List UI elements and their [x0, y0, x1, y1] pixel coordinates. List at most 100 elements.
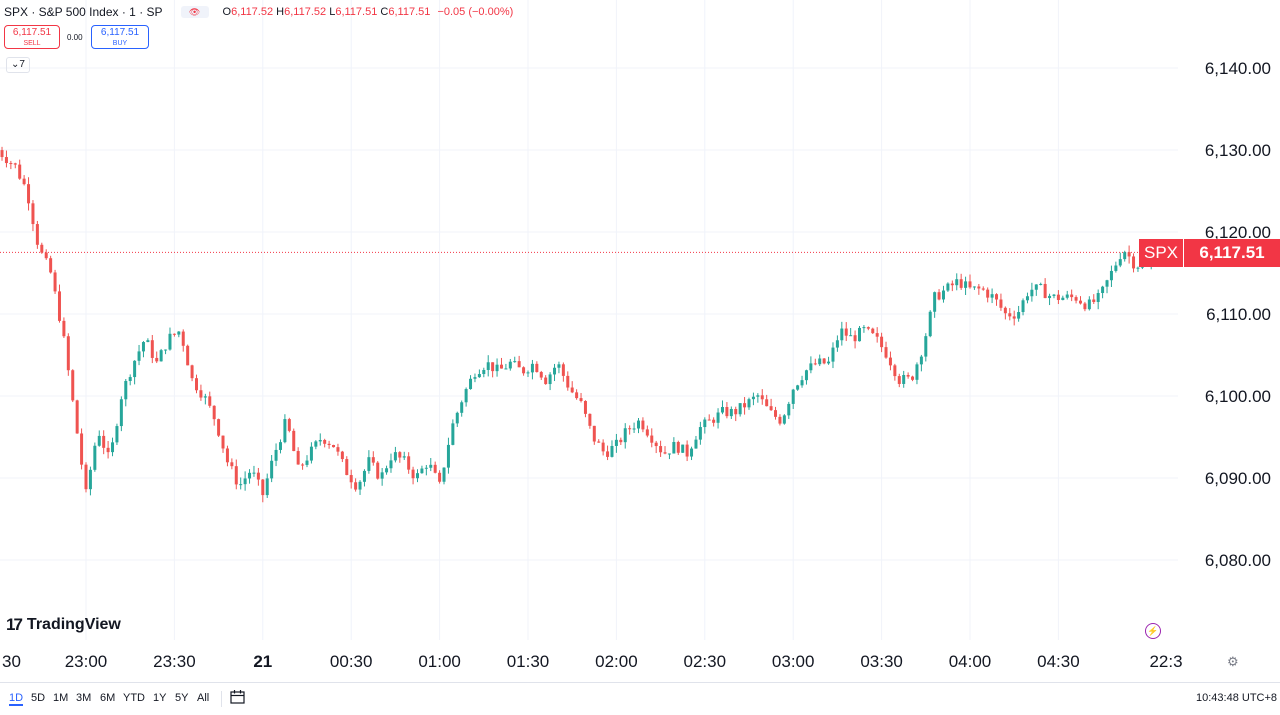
- gear-icon[interactable]: ⚙: [1227, 654, 1239, 669]
- range-all[interactable]: All: [197, 692, 210, 704]
- candlestick-chart[interactable]: 6,080.00 6,090.00 6,100.00 6,110.00 6,120.00…: [0, 0, 1280, 682]
- range-5y[interactable]: 5Y: [175, 692, 189, 704]
- candle-body: [694, 439, 698, 449]
- candle-body: [309, 446, 313, 461]
- candle-body: [482, 369, 486, 375]
- candle-body: [1074, 297, 1078, 301]
- candle-body: [296, 451, 300, 465]
- candle-body: [522, 367, 526, 374]
- candle-body: [858, 327, 861, 342]
- range-ytd[interactable]: YTD: [123, 692, 145, 704]
- candle-body: [1065, 294, 1069, 298]
- candle-body: [124, 380, 128, 400]
- candle-body: [681, 444, 685, 453]
- candle-body: [530, 363, 534, 373]
- tradingview-logo[interactable]: 17 TradingView: [6, 615, 121, 635]
- lightning-icon[interactable]: ⚡: [1145, 623, 1161, 639]
- candle-body: [18, 164, 22, 179]
- price-tag-value: 6,117.51: [1184, 239, 1280, 267]
- x-tick-label: 23:30: [153, 652, 196, 671]
- bottom-toolbar: 1D 5D 1M 3M 6M YTD 1Y 5Y All 10:43:48 UT…: [0, 682, 1280, 715]
- range-1y[interactable]: 1Y: [153, 692, 167, 704]
- candle-body: [760, 395, 764, 400]
- candle-body: [946, 283, 950, 291]
- candle-body: [133, 360, 137, 378]
- candle-body: [911, 376, 915, 380]
- candle-body: [389, 460, 393, 469]
- candle-body: [747, 399, 751, 408]
- ohlc-values: O6,117.52 H6,117.52 L6,117.51 C6,117.51 …: [222, 6, 514, 18]
- open-value: 6,117.52: [231, 6, 274, 18]
- sell-price: 6,117.51: [12, 27, 52, 38]
- candle-body: [632, 428, 636, 430]
- candle-body: [495, 364, 499, 372]
- candle-body: [1061, 297, 1065, 301]
- candle-body: [349, 475, 353, 483]
- sell-button[interactable]: 6,117.51 SELL: [4, 25, 60, 49]
- range-3m[interactable]: 3M: [76, 692, 92, 704]
- range-6m[interactable]: 6M: [100, 692, 116, 704]
- candle-body: [915, 364, 919, 380]
- x-tick-label: 04:30: [1037, 652, 1080, 671]
- close-value: 6,117.51: [388, 6, 431, 18]
- candle-body: [80, 433, 84, 465]
- indicators-count: 7: [19, 59, 25, 70]
- candle-body: [323, 440, 327, 444]
- candle-body: [751, 396, 755, 400]
- indicators-toggle[interactable]: ⌄7: [6, 57, 30, 73]
- candle-body: [729, 408, 733, 417]
- candle-body: [57, 291, 61, 321]
- candle-body: [1079, 300, 1082, 304]
- candle-body: [460, 402, 464, 413]
- candle-body: [672, 441, 676, 454]
- candle-body: [212, 405, 216, 420]
- buy-button[interactable]: 6,117.51 BUY: [91, 25, 149, 49]
- candle-body: [164, 349, 168, 351]
- x-tick-label: 01:00: [418, 652, 461, 671]
- chart-legend: SPX · S&P 500 Index · 1 · SP 👁 O6,117.52…: [4, 4, 513, 20]
- candle-body: [141, 342, 145, 352]
- range-5d[interactable]: 5D: [31, 692, 46, 704]
- candle-body: [654, 442, 658, 447]
- candle-body: [274, 449, 278, 461]
- candle-body: [508, 361, 512, 369]
- range-1m[interactable]: 1M: [53, 692, 69, 704]
- candle-body: [791, 389, 795, 404]
- range-1d[interactable]: 1D: [9, 692, 24, 706]
- candle-body: [880, 336, 884, 348]
- calendar-icon[interactable]: [230, 690, 245, 704]
- candle-body: [539, 372, 543, 378]
- x-tick-label: 23:00: [65, 652, 108, 671]
- candle-body: [871, 328, 875, 334]
- candle-body: [292, 430, 296, 452]
- candle-body: [924, 336, 928, 357]
- candle-body: [371, 457, 375, 463]
- candle-body: [964, 281, 968, 288]
- candle-body: [416, 473, 419, 479]
- candle-body: [862, 327, 866, 329]
- candle-body: [150, 340, 154, 358]
- candle-body: [637, 420, 640, 429]
- candle-body: [928, 311, 932, 337]
- candle-body: [278, 442, 282, 450]
- x-tick-label: 30: [2, 652, 21, 671]
- candle-body: [1003, 307, 1007, 314]
- candle-body: [986, 289, 990, 298]
- candle-body: [1021, 300, 1025, 313]
- candle-body: [592, 425, 596, 442]
- candle-body: [376, 462, 380, 479]
- candle-body: [517, 361, 521, 368]
- candle-body: [614, 439, 618, 446]
- candle-body: [831, 347, 835, 362]
- candle-body: [1056, 294, 1060, 301]
- candle-body: [217, 419, 221, 436]
- y-tick-label: 6,090.00: [1205, 469, 1271, 488]
- candle-body: [9, 163, 13, 165]
- candle-body: [84, 464, 88, 490]
- x-tick-label: 03:30: [860, 652, 903, 671]
- sell-label: SELL: [23, 40, 41, 47]
- candle-body: [1127, 252, 1131, 257]
- candle-body: [774, 410, 778, 417]
- symbol-title[interactable]: SPX · S&P 500 Index · 1 · SP: [4, 5, 163, 19]
- eye-icon[interactable]: 👁: [180, 6, 209, 18]
